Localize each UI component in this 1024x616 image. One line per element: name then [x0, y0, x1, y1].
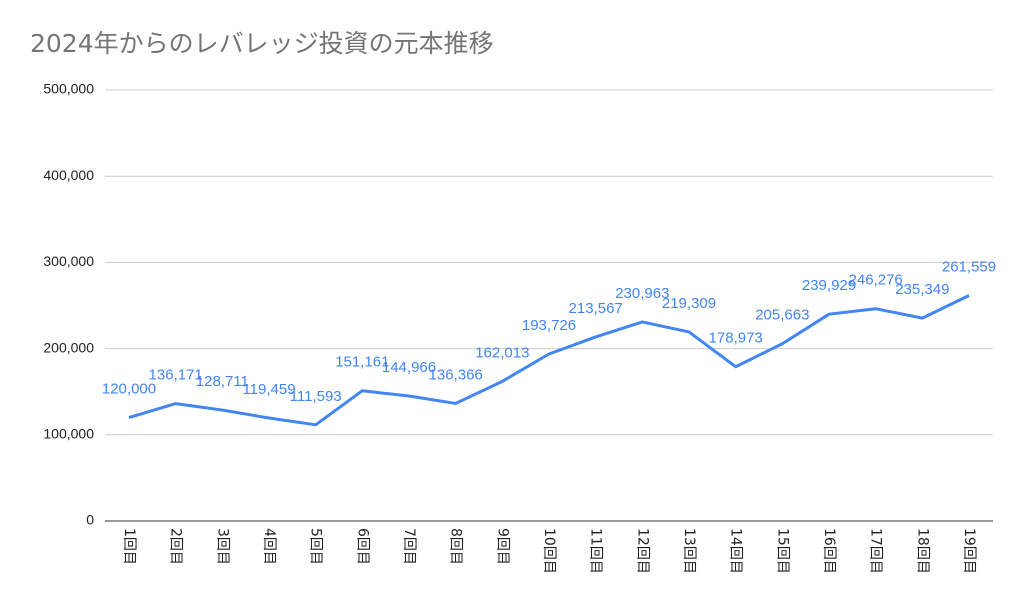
- data-label: 136,171: [149, 367, 203, 384]
- x-tick-label: 19回目: [961, 528, 977, 574]
- x-tick-label: 17回目: [868, 528, 884, 574]
- data-label: 230,963: [615, 285, 669, 302]
- data-label: 144,966: [382, 359, 436, 376]
- y-tick-label: 400,000: [43, 167, 94, 183]
- data-label: 219,309: [662, 295, 716, 312]
- x-tick-label: 8回目: [448, 528, 464, 565]
- data-label: 119,459: [242, 381, 295, 398]
- x-tick-label: 1回目: [121, 528, 137, 565]
- data-label: 193,726: [522, 317, 576, 334]
- line: [128, 294, 970, 427]
- x-tick-label: 18回目: [914, 528, 930, 574]
- data-label: 213,567: [569, 300, 623, 317]
- x-tick-label: 4回目: [261, 528, 277, 565]
- x-tick-label: 9回目: [494, 528, 510, 565]
- x-tick-label: 7回目: [401, 528, 417, 565]
- x-tick-label: 3回目: [214, 528, 230, 565]
- x-tick-label: 5回目: [308, 528, 324, 565]
- x-tick-label: 13回目: [681, 528, 697, 574]
- y-tick-label: 200,000: [43, 339, 94, 355]
- data-label: 151,161: [335, 354, 389, 371]
- x-tick-label: 14回目: [728, 528, 744, 574]
- x-tick-label: 12回目: [634, 528, 650, 574]
- x-tick-label: 15回目: [774, 528, 790, 574]
- chart-title: 2024年からのレバレッジ投資の元本推移: [30, 29, 494, 58]
- data-label: 136,366: [429, 366, 483, 383]
- data-label: 178,973: [709, 330, 763, 347]
- y-tick-label: 100,000: [43, 426, 94, 442]
- data-label: 111,593: [290, 388, 342, 405]
- y-tick-label: 300,000: [43, 253, 94, 269]
- data-label: 235,349: [895, 281, 949, 298]
- x-tick-label: 16回目: [821, 528, 837, 574]
- x-tick-label: 11回目: [588, 528, 604, 574]
- data-label: 120,000: [102, 381, 156, 398]
- data-label: 162,013: [475, 344, 529, 361]
- data-label: 205,663: [755, 307, 809, 324]
- y-tick-label: 0: [86, 512, 94, 528]
- x-tick-label: 10回目: [541, 528, 557, 574]
- data-label: 261,559: [942, 259, 996, 276]
- data-label: 239,929: [802, 277, 856, 294]
- x-tick-label: 2回目: [168, 528, 184, 565]
- y-tick-label: 500,000: [43, 81, 94, 97]
- data-label: 128,711: [196, 373, 249, 390]
- data-label: 246,276: [849, 272, 903, 289]
- x-tick-label: 6回目: [354, 528, 370, 565]
